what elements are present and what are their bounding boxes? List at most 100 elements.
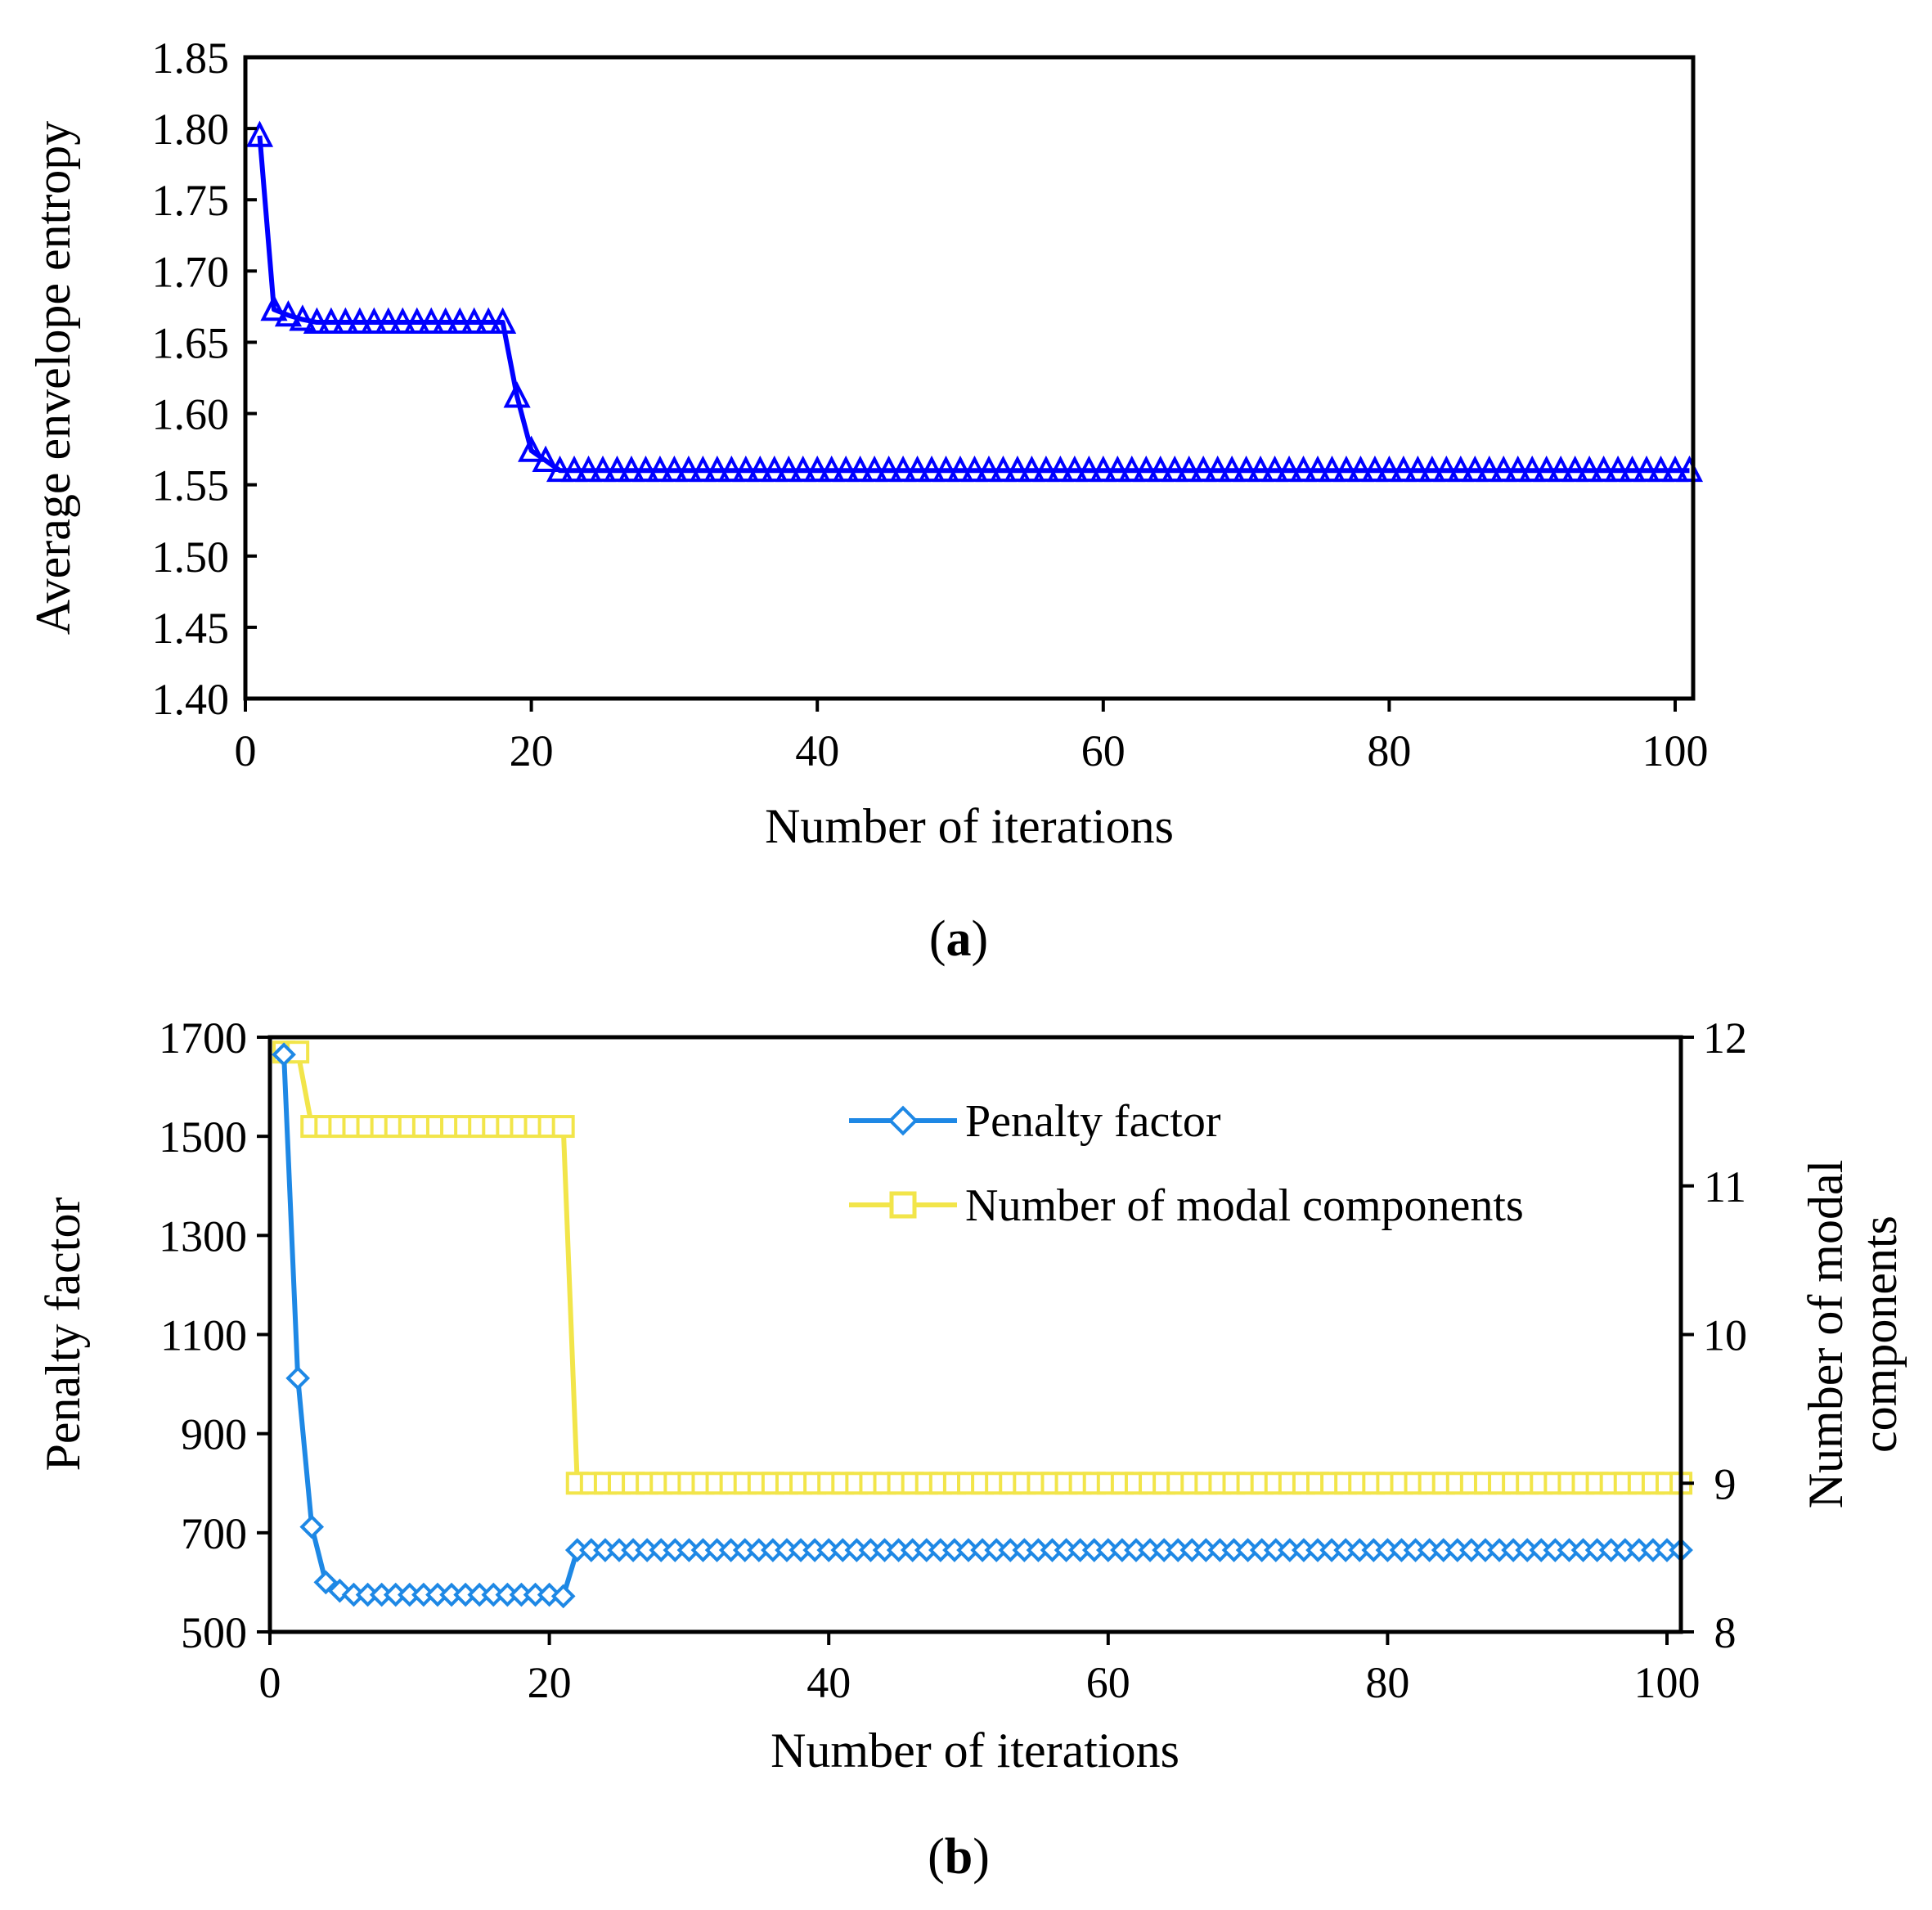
- chart-b-caption-letter: b: [945, 1829, 973, 1885]
- chart-a-y-tick-label: 1.45: [152, 604, 230, 653]
- entropy-point: [660, 455, 688, 483]
- entropy-point: [832, 455, 860, 483]
- entropy-point: [1103, 455, 1131, 483]
- chart-b-left-y-tick-label: 1700: [159, 1013, 247, 1063]
- modal-components-point: [1348, 1472, 1372, 1495]
- entropy-point: [1418, 455, 1446, 483]
- chart-b-left-y-axis-title: Penalty factor: [36, 1198, 90, 1472]
- chart-b-left-y-tick-label: 900: [181, 1410, 247, 1459]
- chart-a-caption: (a): [929, 911, 988, 967]
- modal-components-point: [551, 1115, 575, 1139]
- entropy-point: [1132, 455, 1160, 483]
- entropy-point: [1118, 455, 1146, 483]
- chart-a-y-tick-label: 1.60: [152, 390, 230, 439]
- entropy-point: [1161, 455, 1188, 483]
- entropy-point: [860, 455, 888, 483]
- entropy-point: [560, 455, 588, 483]
- chart-b-right-y-axis-title-line1: Number of modal: [1799, 1160, 1853, 1509]
- chart-a-x-tick-label: 80: [1367, 726, 1411, 775]
- chart-a: 1.40 1.45 1.50 1.55 1.60 1.65 1.70 1.75 1.80 1.85…: [26, 34, 1709, 967]
- entropy-point: [317, 307, 345, 334]
- entropy-point: [631, 455, 660, 483]
- chart-a-caption-letter: a: [946, 911, 972, 967]
- legend-item-penalty-factor: Penalty factor: [849, 1096, 1221, 1147]
- entropy-point: [732, 455, 760, 483]
- entropy-point: [1447, 455, 1475, 483]
- chart-b-left-y-tick-label: 700: [181, 1509, 247, 1558]
- entropy-point: [1147, 455, 1175, 483]
- entropy-point: [1260, 455, 1289, 483]
- entropy-point: [775, 455, 802, 483]
- entropy-point: [1332, 455, 1360, 483]
- chart-b-x-tick-label: 0: [259, 1658, 281, 1707]
- entropy-point: [432, 307, 460, 334]
- entropy-point: [1633, 455, 1660, 483]
- entropy-point: [1233, 455, 1260, 483]
- entropy-point: [303, 307, 330, 334]
- chart-b-right-y-tick-label: 8: [1714, 1608, 1737, 1657]
- entropy-point: [474, 307, 502, 334]
- entropy-point: [1075, 455, 1103, 483]
- entropy-point: [1018, 455, 1045, 483]
- entropy-point: [1404, 455, 1431, 483]
- chart-a-y-tick-label: 1.50: [152, 533, 230, 582]
- entropy-point: [1090, 455, 1117, 483]
- entropy-point: [274, 299, 303, 327]
- entropy-point: [746, 455, 774, 483]
- chart-a-y-tick-label: 1.70: [152, 247, 230, 296]
- chart-b-x-tick-label: 60: [1086, 1658, 1130, 1707]
- chart-b-right-y-tick-label: 12: [1703, 1013, 1747, 1063]
- entropy-point: [403, 307, 431, 334]
- entropy-point: [1561, 455, 1589, 483]
- entropy-point: [389, 307, 416, 334]
- legend-label-modal-components: Number of modal components: [965, 1180, 1524, 1231]
- chart-b-left-y-tick-label: 1100: [160, 1311, 247, 1360]
- entropy-point: [289, 304, 317, 331]
- legend-label-penalty-factor: Penalty factor: [965, 1096, 1221, 1147]
- entropy-point: [461, 307, 488, 334]
- entropy-point: [1547, 455, 1575, 483]
- chart-a-x-tick-label: 60: [1081, 726, 1126, 775]
- entropy-point: [1304, 455, 1332, 483]
- entropy-point: [603, 455, 631, 483]
- chart-b-left-y-tick-label: 1300: [159, 1211, 247, 1261]
- entropy-point: [1289, 455, 1318, 483]
- entropy-point: [1575, 455, 1603, 483]
- chart-a-x-tick-label: 20: [510, 726, 554, 775]
- chart-b-left-y-ticks: 500 700 900 1100 1300 1500 1700: [159, 1013, 270, 1657]
- chart-b: 500 700 900 1100 1300 1500 1700 8 9 10 11 12 0 20 40…: [36, 1013, 1907, 1885]
- chart-b-right-y-tick-label: 11: [1704, 1162, 1746, 1211]
- entropy-point: [574, 455, 603, 483]
- chart-a-y-tick-label: 1.55: [152, 461, 230, 510]
- chart-a-x-tick-label: 100: [1642, 726, 1709, 775]
- entropy-point: [889, 455, 917, 483]
- entropy-point: [331, 307, 359, 334]
- entropy-point: [1275, 455, 1303, 483]
- entropy-point: [532, 445, 559, 472]
- entropy-point: [1175, 455, 1203, 483]
- entropy-point: [1518, 455, 1546, 483]
- entropy-point: [245, 120, 274, 147]
- entropy-point: [589, 455, 617, 483]
- entropy-point: [803, 455, 831, 483]
- entropy-point: [1318, 455, 1346, 483]
- chart-b-right-y-tick-label: 10: [1703, 1311, 1747, 1360]
- chart-b-x-ticks: 0 20 40 60 80 100: [259, 1632, 1701, 1707]
- penalty-factor-point: [550, 1584, 576, 1609]
- chart-a-y-ticks: 1.40 1.45 1.50 1.55 1.60 1.65 1.70 1.75 1.80 1.85: [152, 34, 257, 724]
- entropy-point: [960, 455, 989, 483]
- entropy-point: [818, 455, 846, 483]
- entropy-point: [260, 294, 288, 321]
- entropy-point: [717, 455, 745, 483]
- entropy-point: [360, 307, 388, 334]
- entropy-point: [1032, 455, 1060, 483]
- entropy-point: [417, 307, 445, 334]
- entropy-point: [1647, 455, 1675, 483]
- entropy-point: [1590, 455, 1618, 483]
- chart-a-y-tick-label: 1.85: [152, 34, 230, 83]
- chart-b-right-y-axis-title-line2: components: [1853, 1216, 1907, 1453]
- chart-a-y-tick-label: 1.40: [152, 675, 230, 724]
- entropy-point: [675, 455, 703, 483]
- entropy-point: [918, 455, 946, 483]
- chart-b-left-y-tick-label: 1500: [159, 1112, 247, 1162]
